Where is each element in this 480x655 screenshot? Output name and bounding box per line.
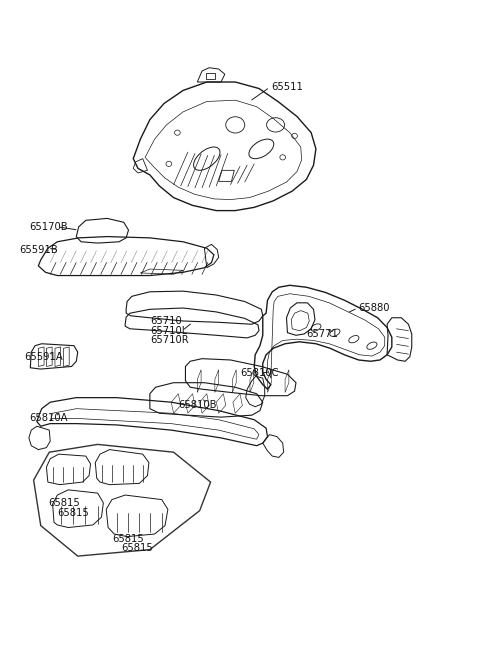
Text: 65815: 65815 xyxy=(112,534,144,544)
Text: 65815: 65815 xyxy=(48,498,80,508)
Text: 65810A: 65810A xyxy=(29,413,67,423)
Text: 65710R: 65710R xyxy=(150,335,189,345)
Text: 65815: 65815 xyxy=(57,508,89,517)
Text: 65710L: 65710L xyxy=(150,326,187,336)
Text: 65880: 65880 xyxy=(359,303,390,313)
Text: 65591A: 65591A xyxy=(24,352,63,362)
Text: 65511: 65511 xyxy=(271,83,303,92)
Text: 65591B: 65591B xyxy=(19,244,58,255)
Text: 65170B: 65170B xyxy=(29,222,68,232)
Text: 65810B: 65810B xyxy=(179,400,217,411)
Text: 65771: 65771 xyxy=(306,329,338,339)
Text: 65810C: 65810C xyxy=(240,368,278,378)
Text: 65815: 65815 xyxy=(121,543,153,553)
Text: 65710: 65710 xyxy=(150,316,181,326)
